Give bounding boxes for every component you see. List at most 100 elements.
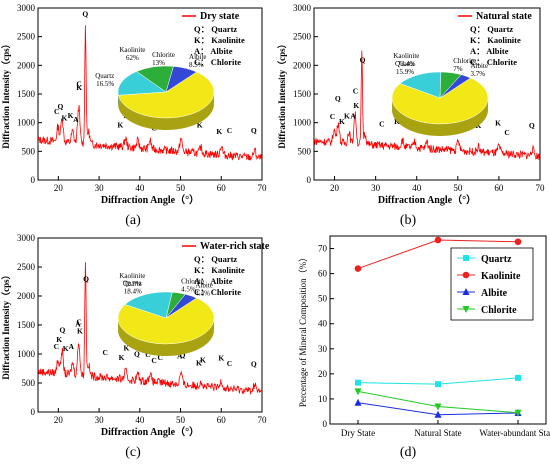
panel-label-b: (b): [400, 213, 417, 228]
mineral-code-label: Q： Quartz: [194, 24, 237, 34]
peak-label: Q: [251, 359, 257, 368]
category-label: Water-abundant State: [479, 428, 550, 438]
mineral-code-label: A： Albite: [194, 46, 233, 56]
data-point-albite: [434, 410, 442, 418]
y-tick-label: 2000: [17, 60, 36, 70]
x-tick-label: 20: [330, 183, 340, 193]
data-point-quartz: [515, 374, 521, 381]
peak-label: A: [75, 319, 81, 328]
y-tick-label: 0: [323, 419, 328, 429]
data-point-chlorite: [514, 409, 522, 417]
x-tick-label: 30: [371, 183, 381, 193]
peak-label: K: [394, 117, 400, 126]
peak-label: Q: [360, 55, 366, 64]
y-tick-label: 500: [22, 146, 36, 156]
y-tick-label: 20: [318, 369, 328, 379]
peak-label: Q: [180, 351, 186, 360]
pie-slice-quartz: [399, 71, 442, 99]
pie-label-kaolinite: Kaolinite: [119, 272, 145, 280]
peak-label: C: [330, 112, 335, 121]
x-tick-label: 30: [95, 183, 105, 193]
pie-label-chlorite: Chlorite: [152, 51, 175, 59]
legend-label: Water-rich state: [200, 241, 270, 252]
pie-slice-quartz: [124, 291, 173, 319]
panel-label-d: (d): [400, 445, 417, 460]
y-tick-label: 70: [318, 244, 328, 254]
pie-label-albite: Albite: [195, 281, 213, 289]
y-tick-label: 2500: [293, 32, 312, 42]
pie-value-quartz: 18.4%: [124, 288, 142, 296]
y-tick-label: 1000: [17, 349, 36, 359]
y-tick-label: 1500: [17, 320, 36, 330]
peak-label: Q: [529, 121, 535, 130]
peak-label: Q: [251, 126, 257, 135]
peak-label: K: [339, 117, 345, 126]
category-label: Dry State: [341, 428, 375, 438]
x-tick-label: 40: [412, 183, 422, 193]
x-tick-label: 70: [258, 415, 268, 425]
peak-label: A: [177, 352, 183, 361]
peak-label: C: [54, 342, 59, 351]
data-point-chlorite: [434, 403, 442, 411]
pie-value-kaolinite: 72.7%: [123, 280, 141, 288]
x-tick-label: 50: [453, 183, 463, 193]
peak-label: K: [77, 327, 83, 336]
pie-slice-quartz: [117, 71, 167, 96]
y-tick-label: 2500: [17, 32, 36, 42]
peak-label: K: [63, 344, 69, 353]
data-point-kaolinite: [514, 238, 522, 246]
y-tick-label: 3000: [293, 3, 312, 13]
x-axis-label: Diffraction Angle（°）: [378, 193, 476, 206]
peak-label: K: [197, 121, 203, 130]
mineral-code-label: K： Kaolinite: [470, 35, 521, 45]
pie-slice-kaolinite: [117, 297, 215, 345]
pie-slice-albite: [439, 74, 472, 99]
peak-label: C: [145, 350, 150, 359]
pie-value-albite: 4.4%: [195, 289, 210, 297]
pie-label-kaolinite: Kaolinite: [393, 52, 419, 60]
mineral-code-label: C： Chlorite: [194, 57, 241, 67]
pie-label-albite: Albite: [189, 53, 207, 61]
peak-label: K: [216, 127, 222, 136]
peak-label: C: [353, 86, 358, 95]
peak-label: Q: [335, 94, 341, 103]
y-tick-label: 10: [318, 394, 328, 404]
peak-label: K: [119, 353, 125, 362]
pie-value-kaolinite: 73.4%: [397, 60, 415, 68]
pie-label-chlorite: Chlorite: [181, 277, 204, 285]
data-point-albite: [354, 398, 362, 406]
data-point-quartz: [355, 379, 361, 386]
pie-label-kaolinite: Kaolinite: [119, 46, 145, 54]
legend-label-albite: Albite: [481, 288, 508, 299]
peak-label: C: [157, 353, 162, 362]
pie-label-quartz: Quartz: [95, 72, 114, 80]
y-tick-label: 1000: [17, 118, 36, 128]
pie-value-quartz: 16.5%: [96, 80, 114, 88]
x-tick-label: 40: [135, 415, 145, 425]
peak-label: K: [123, 343, 129, 352]
peak-label: K: [68, 111, 74, 120]
x-tick-label: 20: [54, 415, 64, 425]
peak-label: K: [344, 111, 350, 120]
x-tick-label: 40: [135, 183, 145, 193]
data-point-kaolinite: [354, 265, 362, 272]
pie-side-kaolinite: [118, 318, 214, 356]
mineral-code-label: Q： Quartz: [470, 24, 513, 34]
mineral-code-label: A： Albite: [194, 276, 233, 286]
x-tick-label: 50: [176, 415, 186, 425]
peak-label: K: [196, 359, 202, 368]
xrd-panel-dry: 20 30 40 50 60 70 0 500 1000 1500 2000 2500 3000 Diff…: [1, 3, 267, 206]
pie-side-kaolinite: [118, 92, 214, 130]
y-tick-label: 1500: [293, 89, 312, 99]
y-tick-label: 2500: [17, 262, 36, 272]
peak-label: K: [353, 101, 359, 110]
xrd-pattern-line: [313, 50, 541, 160]
legend-marker-kaolinite: [462, 271, 470, 279]
peak-label: K: [200, 356, 206, 365]
x-tick-label: 70: [258, 183, 268, 193]
x-axis-label: Diffraction Angle（°）: [101, 193, 199, 206]
